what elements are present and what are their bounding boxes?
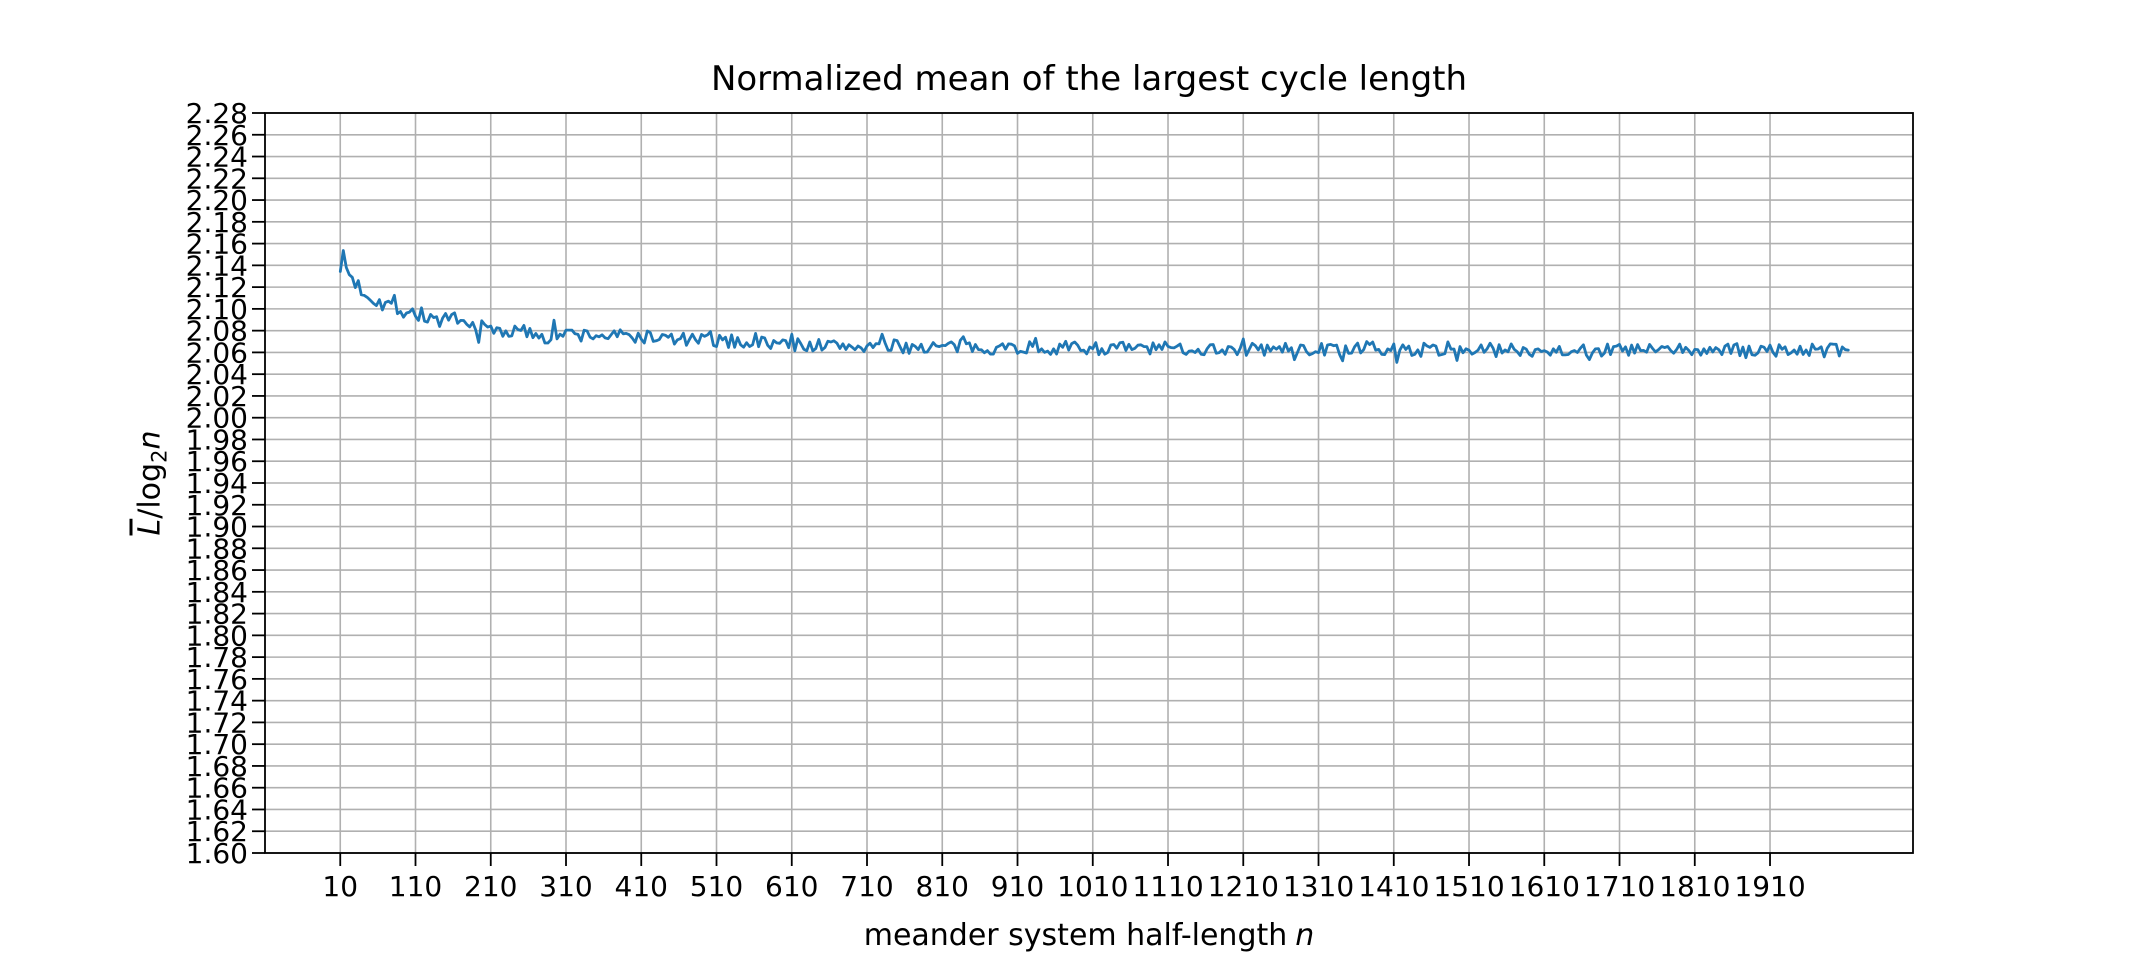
y-tick-label: 2.28 [186, 97, 248, 130]
y-tick-label: 2.04 [186, 358, 248, 391]
x-tick-label: 1210 [1208, 870, 1279, 903]
y-tick-label: 2.12 [186, 271, 248, 304]
x-tick-label: 110 [389, 870, 442, 903]
y-tick-label: 1.98 [186, 423, 248, 456]
grid-lines [265, 112, 1913, 854]
y-tick-label: 1.86 [186, 554, 248, 587]
y-tick-label: 1.92 [186, 489, 248, 522]
y-tick-label: 2.10 [186, 293, 248, 326]
ylabel-subscript: 2 [147, 449, 172, 463]
x-tick-label: 310 [539, 870, 592, 903]
y-tick-label: 1.74 [186, 685, 248, 718]
y-tick-label: 2.06 [186, 336, 248, 369]
xlabel-variable: n [1295, 918, 1315, 953]
x-tick-label: 210 [464, 870, 517, 903]
y-tick-label: 2.18 [186, 206, 248, 239]
x-tick-label: 710 [840, 870, 893, 903]
x-tick-label: 610 [765, 870, 818, 903]
ylabel-log: log [132, 462, 168, 509]
y-tick-label: 1.76 [186, 663, 248, 696]
x-axis-label: meander system half-length n [265, 918, 1913, 953]
x-tick-label: 1910 [1734, 870, 1805, 903]
ylabel-numerator: L [132, 518, 168, 536]
y-tick-label: 1.82 [186, 598, 248, 631]
x-tick-label: 1810 [1659, 870, 1730, 903]
x-tick-label: 1710 [1584, 870, 1655, 903]
y-tick-label: 2.08 [186, 315, 248, 348]
x-tick-label: 510 [690, 870, 743, 903]
y-tick-label: 1.94 [186, 467, 248, 500]
ylabel-argument: n [132, 430, 168, 450]
y-tick-label: 1.90 [186, 511, 248, 544]
x-tick-label: 1510 [1433, 870, 1504, 903]
y-tick-label: 2.24 [186, 141, 248, 174]
tick-marks [252, 112, 1771, 866]
x-tick-label: 10 [322, 870, 358, 903]
x-tick-label: 1310 [1283, 870, 1354, 903]
y-tick-label: 1.62 [186, 815, 248, 848]
y-tick-label: 1.60 [186, 837, 248, 870]
ylabel-slash: / [132, 508, 168, 519]
y-tick-label: 1.80 [186, 619, 248, 652]
x-tick-label: 1110 [1132, 870, 1203, 903]
y-axis-label: L/log2n [133, 431, 172, 536]
x-tick-label: 810 [916, 870, 969, 903]
x-tick-label: 410 [615, 870, 668, 903]
y-tick-label: 1.96 [186, 445, 248, 478]
x-tick-label: 910 [991, 870, 1044, 903]
y-tick-label: 2.20 [186, 184, 248, 217]
y-tick-label: 1.78 [186, 641, 248, 674]
x-tick-label: 1410 [1358, 870, 1429, 903]
xlabel-text: meander system half-length [863, 918, 1288, 953]
y-tick-label: 2.02 [186, 380, 248, 413]
x-tick-label: 1610 [1509, 870, 1580, 903]
y-tick-label: 1.66 [186, 772, 248, 805]
y-tick-label: 1.64 [186, 793, 248, 826]
y-tick-label: 2.26 [186, 119, 248, 152]
x-tick-label: 1010 [1057, 870, 1128, 903]
y-tick-label: 1.84 [186, 576, 248, 609]
y-tick-label: 1.68 [186, 750, 248, 783]
y-tick-label: 1.70 [186, 728, 248, 761]
y-tick-label: 2.00 [186, 402, 248, 435]
y-tick-label: 2.22 [186, 162, 248, 195]
data-line [338, 249, 1850, 364]
y-tick-label: 1.72 [186, 706, 248, 739]
y-tick-label: 2.14 [186, 249, 248, 282]
y-tick-label: 2.16 [186, 228, 248, 261]
chart-title: Normalized mean of the largest cycle len… [710, 59, 1468, 99]
y-tick-label: 1.88 [186, 532, 248, 565]
